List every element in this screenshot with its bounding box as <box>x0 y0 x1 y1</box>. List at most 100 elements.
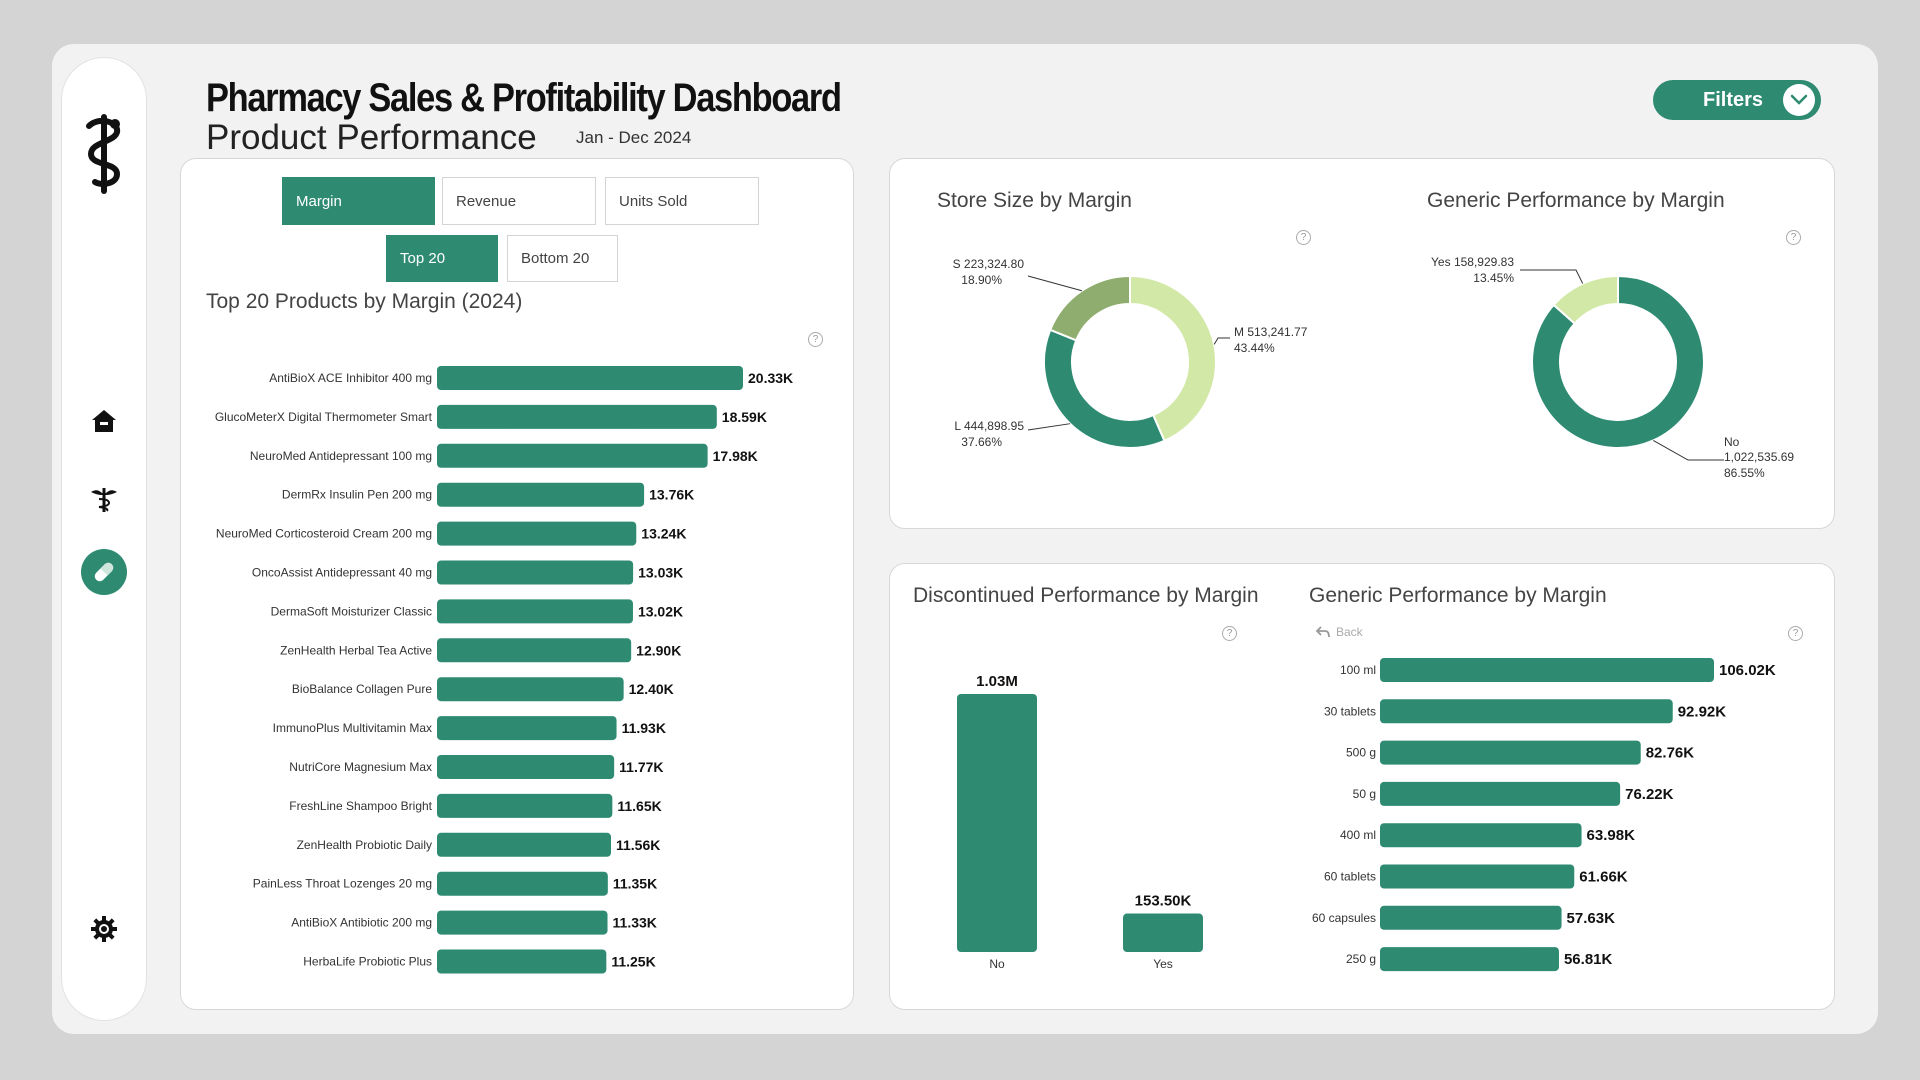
data-label: 13.76K <box>649 487 694 503</box>
caduceus-icon <box>91 488 117 512</box>
bar[interactable] <box>437 832 611 857</box>
bar[interactable] <box>437 638 632 663</box>
slice-label: L 444,898.95 <box>954 419 1024 433</box>
bar[interactable] <box>437 599 633 624</box>
bar[interactable] <box>437 716 617 741</box>
leader-line <box>1653 439 1724 461</box>
category-label: 400 ml <box>1340 828 1376 842</box>
help-icon[interactable]: ? <box>808 332 823 347</box>
category-label: DermaSoft Moisturizer Classic <box>271 604 432 618</box>
data-label: 11.93K <box>622 720 666 736</box>
leader-line <box>1520 269 1584 284</box>
category-label: OncoAssist Antidepressant 40 mg <box>252 566 432 580</box>
slice-label: Yes 158,929.83 <box>1431 255 1514 269</box>
bar[interactable] <box>1380 740 1641 765</box>
category-label: ImmunoPlus Multivitamin Max <box>273 721 432 735</box>
bar[interactable] <box>437 910 608 935</box>
category-label: BioBalance Collagen Pure <box>292 682 432 696</box>
slice-percent: 13.45% <box>1473 271 1514 285</box>
category-label: Yes <box>1153 957 1173 971</box>
bar[interactable] <box>437 755 615 779</box>
data-label: 92.92K <box>1678 703 1727 720</box>
category-label: AntiBioX ACE Inhibitor 400 mg <box>269 371 432 385</box>
donut-slice[interactable] <box>1552 274 1619 325</box>
data-label: 153.50K <box>1135 893 1192 910</box>
revenue-button[interactable]: Revenue <box>442 177 596 225</box>
bar[interactable] <box>437 949 607 974</box>
bar[interactable] <box>1380 781 1621 806</box>
logo-caduceus-icon <box>62 104 146 204</box>
bar[interactable] <box>437 521 637 546</box>
help-icon[interactable]: ? <box>1788 626 1803 641</box>
bar[interactable] <box>437 404 717 429</box>
category-label: AntiBioX Antibiotic 200 mg <box>291 916 432 930</box>
bar[interactable] <box>437 677 624 702</box>
bar[interactable] <box>437 871 608 896</box>
back-button[interactable]: Back <box>1316 625 1363 639</box>
help-icon[interactable]: ? <box>1296 230 1311 245</box>
donut-slice[interactable] <box>1043 328 1166 449</box>
bar[interactable] <box>1380 864 1575 889</box>
data-label: 18.59K <box>722 409 767 425</box>
category-label: 500 g <box>1346 746 1376 760</box>
bar[interactable] <box>437 443 708 468</box>
data-label: 13.24K <box>641 526 686 542</box>
bar[interactable] <box>437 793 613 818</box>
bottom-20-button[interactable]: Bottom 20 <box>507 235 618 282</box>
slice-label: No <box>1724 435 1740 449</box>
data-label: 13.02K <box>638 603 683 619</box>
data-label: 12.90K <box>636 642 681 658</box>
bar[interactable] <box>1380 823 1582 848</box>
bar[interactable] <box>1380 905 1562 930</box>
category-label: NutriCore Magnesium Max <box>289 760 432 774</box>
bar[interactable] <box>437 366 743 390</box>
date-range: Jan - Dec 2024 <box>576 128 692 147</box>
category-label: 30 tablets <box>1324 704 1376 718</box>
discontinued-title: Discontinued Performance by Margin <box>913 584 1259 607</box>
bar[interactable] <box>1123 913 1203 952</box>
slice-percent: 86.55% <box>1724 466 1765 480</box>
generic-bar-chart: 100 ml 106.02K 30 tablets 92.92K 500 g 82.76K… <box>1312 658 1776 972</box>
sidebar-item-medical[interactable] <box>62 482 146 516</box>
slice-percent: 37.66% <box>961 435 1002 449</box>
category-label: 100 ml <box>1340 663 1376 677</box>
category-label: 60 tablets <box>1324 870 1376 884</box>
help-icon[interactable]: ? <box>1222 626 1237 641</box>
top-20-button[interactable]: Top 20 <box>386 235 498 282</box>
donut-slice[interactable] <box>1129 274 1217 443</box>
data-label: 13.03K <box>638 565 683 581</box>
back-arrow-icon <box>1316 626 1330 638</box>
bar[interactable] <box>1380 658 1714 682</box>
category-label: No <box>989 957 1005 971</box>
data-label: 11.77K <box>619 759 663 775</box>
slice-label: S 223,324.80 <box>953 257 1025 271</box>
bar[interactable] <box>957 694 1037 952</box>
sidebar-item-settings[interactable] <box>62 912 146 946</box>
home-icon <box>92 410 116 432</box>
bar[interactable] <box>437 560 634 585</box>
bar[interactable] <box>1380 947 1559 972</box>
margin-button[interactable]: Margin <box>282 177 435 225</box>
data-label: 56.81K <box>1564 951 1613 968</box>
filters-label: Filters <box>1703 89 1764 111</box>
sidebar-item-products[interactable] <box>62 548 146 596</box>
units-sold-button[interactable]: Units Sold <box>605 177 759 225</box>
chevron-down-icon <box>1783 84 1815 116</box>
slice-value: 1,022,535.69 <box>1724 450 1794 464</box>
data-label: 57.63K <box>1567 910 1616 927</box>
data-label: 76.22K <box>1625 786 1674 803</box>
slice-label: M 513,241.77 <box>1234 325 1308 339</box>
sidebar-item-home[interactable] <box>62 404 146 438</box>
bar[interactable] <box>1380 699 1673 724</box>
bar[interactable] <box>437 482 645 507</box>
category-label: DermRx Insulin Pen 200 mg <box>282 488 432 502</box>
page-subtitle: Product Performance <box>206 118 537 157</box>
donut-slice[interactable] <box>1531 274 1705 449</box>
help-icon[interactable]: ? <box>1786 230 1801 245</box>
data-label: 63.98K <box>1587 827 1636 844</box>
filters-button[interactable]: Filters <box>1653 80 1821 120</box>
donut-slice[interactable] <box>1048 274 1131 342</box>
gear-icon <box>91 916 117 942</box>
data-label: 11.25K <box>611 954 655 970</box>
category-label: 250 g <box>1346 952 1376 966</box>
